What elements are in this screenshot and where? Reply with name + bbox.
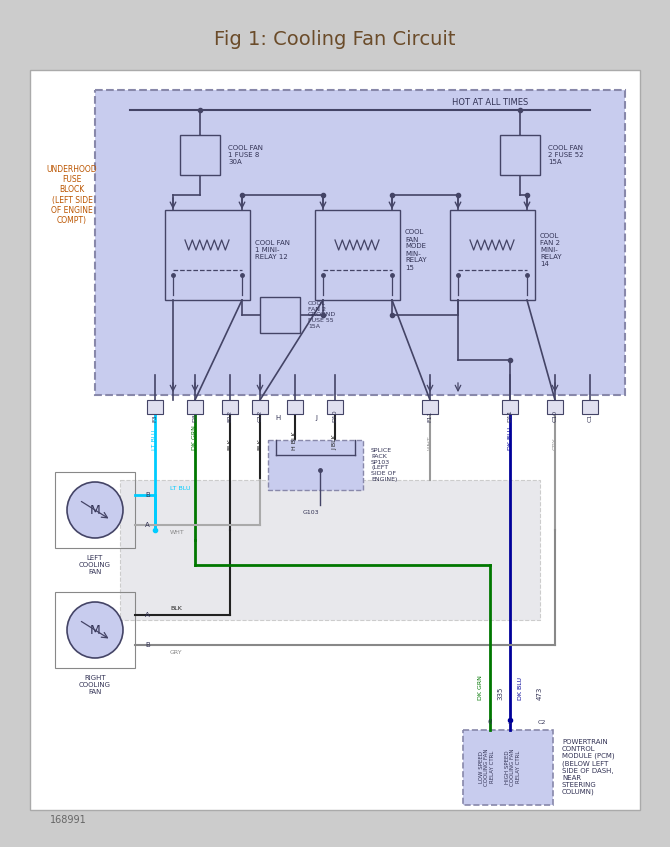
Text: C10: C10: [553, 410, 557, 422]
Text: SPLICE
PACK
SP103
(LEFT
SIDE OF
ENGINE): SPLICE PACK SP103 (LEFT SIDE OF ENGINE): [371, 448, 397, 482]
Text: B: B: [145, 492, 150, 498]
Text: COOL FAN
1 FUSE 8
30A: COOL FAN 1 FUSE 8 30A: [228, 145, 263, 165]
Bar: [315, 210, 400, 300]
Bar: [287, 400, 303, 414]
Bar: [547, 400, 563, 414]
Bar: [252, 400, 268, 414]
Text: HIGH SPEED
COOLING FAN
RELAY CTRL: HIGH SPEED COOLING FAN RELAY CTRL: [505, 748, 521, 786]
Bar: [30, 70, 640, 810]
Text: J: J: [315, 415, 317, 421]
Bar: [55, 472, 135, 548]
Text: LEFT
COOLING
FAN: LEFT COOLING FAN: [79, 555, 111, 575]
Bar: [268, 440, 363, 490]
Text: BLK: BLK: [228, 438, 232, 450]
Text: C2: C2: [538, 719, 546, 724]
Bar: [450, 210, 535, 300]
Circle shape: [67, 482, 123, 538]
Text: GRY: GRY: [170, 650, 183, 655]
Text: A: A: [145, 522, 150, 528]
Bar: [502, 400, 518, 414]
Text: DK GRN: DK GRN: [192, 425, 198, 450]
Text: H: H: [275, 415, 281, 421]
Text: J BLK: J BLK: [332, 435, 338, 450]
Text: COOL FAN
2 FUSE 52
15A: COOL FAN 2 FUSE 52 15A: [548, 145, 584, 165]
Text: BLK: BLK: [170, 606, 182, 611]
Text: F3: F3: [153, 414, 157, 422]
Bar: [165, 210, 250, 300]
Bar: [422, 400, 438, 414]
Text: M: M: [90, 503, 100, 517]
Text: UNDERHOOD
FUSE
BLOCK
(LEFT SIDE
OF ENGINE
COMPT): UNDERHOOD FUSE BLOCK (LEFT SIDE OF ENGIN…: [47, 164, 97, 225]
Text: RIGHT
COOLING
FAN: RIGHT COOLING FAN: [79, 675, 111, 695]
Text: C1: C1: [588, 413, 592, 422]
Bar: [222, 400, 238, 414]
Text: B12: B12: [228, 410, 232, 422]
Text: BLK: BLK: [257, 438, 263, 450]
Text: M: M: [90, 623, 100, 636]
Text: COOL FAN
1 MINI-
RELAY 12: COOL FAN 1 MINI- RELAY 12: [255, 240, 290, 260]
Text: 168991: 168991: [50, 815, 86, 825]
Text: A: A: [145, 612, 150, 618]
Bar: [180, 135, 220, 175]
Bar: [187, 400, 203, 414]
Text: 473: 473: [537, 687, 543, 700]
Text: DK BLU: DK BLU: [517, 677, 523, 700]
Text: GRY: GRY: [553, 437, 557, 450]
Text: COOL
FAN 2
MINI-
RELAY
14: COOL FAN 2 MINI- RELAY 14: [540, 233, 561, 267]
Bar: [120, 480, 540, 620]
Bar: [95, 90, 625, 395]
Text: Fig 1: Cooling Fan Circuit: Fig 1: Cooling Fan Circuit: [214, 30, 456, 49]
Text: LT BLU: LT BLU: [153, 429, 157, 450]
Text: D3: D3: [192, 413, 198, 422]
Text: 335: 335: [497, 687, 503, 700]
Text: COOL
FAN 2
GROUND
FUSE 55
15A: COOL FAN 2 GROUND FUSE 55 15A: [308, 301, 336, 329]
Text: 6: 6: [488, 719, 492, 725]
Text: F11: F11: [427, 411, 433, 422]
Text: C12: C12: [257, 410, 263, 422]
Text: LT BLU: LT BLU: [170, 485, 190, 490]
Circle shape: [67, 602, 123, 658]
Bar: [463, 730, 553, 805]
Text: WHT: WHT: [170, 529, 185, 534]
Text: COOL
FAN
MODE
MIN-
RELAY
15: COOL FAN MODE MIN- RELAY 15: [405, 230, 427, 270]
Text: H BLK: H BLK: [293, 431, 297, 450]
Text: HOT AT ALL TIMES: HOT AT ALL TIMES: [452, 98, 528, 107]
Bar: [55, 592, 135, 668]
Text: D11: D11: [507, 409, 513, 422]
Bar: [327, 400, 343, 414]
Text: DK GRN: DK GRN: [478, 675, 482, 700]
Text: 5: 5: [508, 719, 512, 725]
Bar: [260, 297, 300, 333]
Text: POWERTRAIN
CONTROL
MODULE (PCM)
(BELOW LEFT
SIDE OF DASH,
NEAR
STEERING
COLUMN): POWERTRAIN CONTROL MODULE (PCM) (BELOW L…: [562, 739, 614, 795]
Bar: [500, 135, 540, 175]
Text: LOW SPEED
COOLING FAN
RELAY CTRL: LOW SPEED COOLING FAN RELAY CTRL: [478, 748, 495, 786]
Bar: [147, 400, 163, 414]
Text: G103: G103: [302, 510, 319, 514]
Text: D10: D10: [332, 409, 338, 422]
Bar: [582, 400, 598, 414]
Text: DK BLU: DK BLU: [507, 427, 513, 450]
Text: WHT: WHT: [427, 435, 433, 450]
Text: B: B: [145, 642, 150, 648]
